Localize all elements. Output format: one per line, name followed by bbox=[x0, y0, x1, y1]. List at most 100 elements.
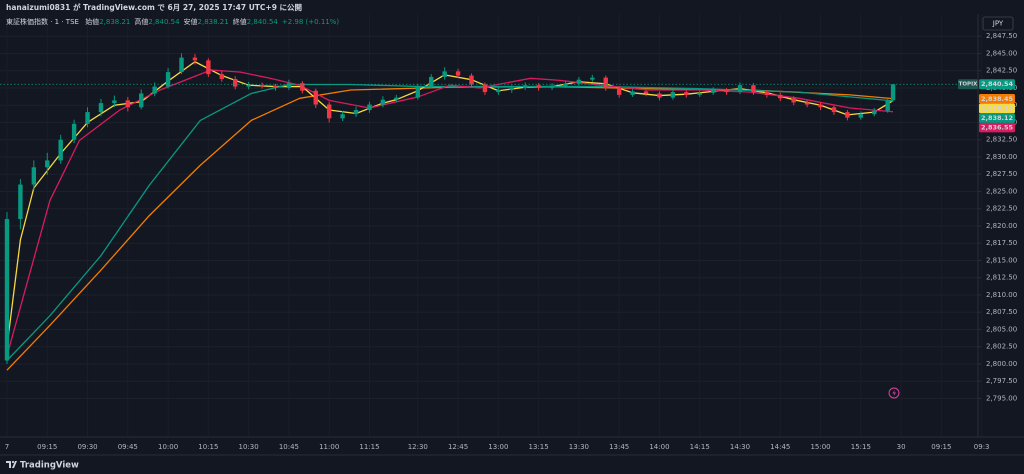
candle-body bbox=[536, 85, 541, 88]
x-tick-label: 13:15 bbox=[529, 443, 549, 451]
candle-body bbox=[394, 97, 399, 100]
x-tick-label: 14:00 bbox=[649, 443, 669, 451]
candle-body bbox=[818, 104, 823, 108]
candle-body bbox=[219, 74, 224, 79]
x-tick-label: 14:15 bbox=[690, 443, 710, 451]
legend-field-label: 高値 bbox=[134, 17, 148, 26]
legend-field-value: 2,838.21 bbox=[198, 18, 229, 26]
candle-body bbox=[616, 87, 622, 95]
x-tick-label: 09:3 bbox=[974, 443, 990, 451]
legend-field-value: 2,840.54 bbox=[247, 18, 279, 26]
candle-body bbox=[737, 85, 743, 93]
candle-body bbox=[549, 85, 555, 88]
legend-field-label: 安値 bbox=[184, 17, 198, 26]
x-tick-label: 10:30 bbox=[239, 443, 259, 451]
legend-field-value: 2,840.54 bbox=[148, 18, 180, 26]
candle-body bbox=[872, 110, 877, 115]
ma-price-label: 2,838.45 bbox=[981, 95, 1014, 103]
candle-body bbox=[165, 72, 171, 87]
y-tick-label: 2,822.50 bbox=[986, 205, 1017, 213]
y-tick-label: 2,800.00 bbox=[986, 360, 1017, 368]
ma-price-label: 2,838.15 bbox=[981, 104, 1014, 112]
y-tick-label: 2,812.50 bbox=[986, 274, 1017, 282]
candle-body bbox=[313, 90, 318, 105]
alert-icon bbox=[888, 387, 900, 399]
x-tick-label: 15:00 bbox=[810, 443, 830, 451]
candle-body bbox=[286, 83, 292, 88]
candle-body bbox=[273, 85, 278, 88]
x-tick-label: 13:30 bbox=[569, 443, 589, 451]
alert-circle bbox=[888, 387, 900, 399]
ma-price-tag bbox=[979, 94, 1015, 104]
ma-price-tag bbox=[979, 103, 1015, 114]
legend: 東証株価指数 · 1 · TSE 始値2,838.21 高値2,840.54 安値2… bbox=[6, 17, 339, 26]
legend-field-label: 終値 bbox=[233, 17, 247, 26]
brand: TradingView bbox=[20, 461, 79, 471]
ma-price-tag bbox=[979, 122, 1015, 133]
legend-field-value: 2,838.21 bbox=[99, 18, 130, 26]
candle-body bbox=[380, 99, 386, 105]
candle-body bbox=[233, 78, 238, 87]
x-tick-label: 12:30 bbox=[408, 443, 428, 451]
candle-body bbox=[367, 104, 372, 111]
legend-field-label: 始値 bbox=[85, 17, 99, 26]
x-tick-label: 10:00 bbox=[158, 443, 178, 451]
y-tick-label: 2,847.50 bbox=[986, 32, 1017, 40]
candle-body bbox=[353, 110, 359, 115]
candle-body bbox=[326, 104, 332, 119]
candle-body bbox=[697, 92, 702, 95]
x-tick-label: 13:00 bbox=[488, 443, 508, 451]
candle-body bbox=[778, 94, 783, 99]
ma-price-label: 2,838.12 bbox=[981, 114, 1013, 122]
y-tick-label: 2,825.00 bbox=[986, 187, 1017, 195]
currency-box bbox=[982, 16, 1014, 31]
candle-body bbox=[563, 83, 568, 86]
y-tick-label: 2,797.50 bbox=[986, 377, 1017, 385]
candle-body bbox=[858, 114, 864, 118]
candle-body bbox=[85, 112, 90, 124]
candle-body bbox=[469, 75, 474, 85]
y-tick-label: 2,805.00 bbox=[986, 325, 1017, 333]
y-tick-label: 2,827.50 bbox=[986, 170, 1017, 178]
candle-body bbox=[890, 84, 896, 101]
candle-body bbox=[429, 76, 434, 87]
ma-price-label: 2,836.55 bbox=[981, 124, 1014, 132]
x-tick-label: 13:45 bbox=[609, 443, 629, 451]
x-tick-label: 10:45 bbox=[279, 443, 299, 451]
candle-body bbox=[885, 100, 890, 111]
candle-body bbox=[139, 93, 144, 108]
candle-body bbox=[300, 83, 305, 91]
symbol-tag-box bbox=[958, 79, 978, 90]
candle-body bbox=[45, 160, 50, 168]
candle-body bbox=[684, 92, 689, 95]
alert-bolt bbox=[892, 389, 896, 397]
y-tick-label: 2,817.50 bbox=[986, 239, 1017, 247]
candle-body bbox=[643, 91, 649, 94]
candle-body bbox=[206, 60, 211, 75]
candle-body bbox=[192, 57, 198, 61]
logo-dot bbox=[11, 460, 15, 464]
x-tick-label: 7 bbox=[5, 443, 9, 451]
candle-body bbox=[179, 57, 184, 73]
candle-body bbox=[246, 85, 251, 87]
candle-body bbox=[442, 71, 447, 77]
grid bbox=[0, 14, 983, 437]
candle-body bbox=[590, 77, 595, 80]
price-tags: TOPIX 2,840.54 2,838.452,838.15 2,838.12 2,8… bbox=[958, 79, 1015, 133]
y-tick-label: 2,830.00 bbox=[986, 153, 1017, 161]
plot-area bbox=[0, 53, 978, 371]
ma-price-tag bbox=[979, 113, 1015, 123]
y-tick-label: 2,807.50 bbox=[986, 308, 1017, 316]
candle-body bbox=[522, 85, 528, 88]
y-tick-label: 2,815.00 bbox=[986, 256, 1017, 264]
candle-body bbox=[496, 90, 501, 93]
x-tick-label: 12:45 bbox=[448, 443, 468, 451]
candle-body bbox=[845, 112, 850, 118]
candle-body bbox=[482, 84, 488, 93]
candle-body bbox=[831, 107, 837, 113]
y-tick-label: 2,802.50 bbox=[986, 343, 1017, 351]
candle-body bbox=[455, 71, 461, 76]
x-tick-label: 30 bbox=[897, 443, 906, 451]
x-tick-label: 11:15 bbox=[359, 443, 379, 451]
